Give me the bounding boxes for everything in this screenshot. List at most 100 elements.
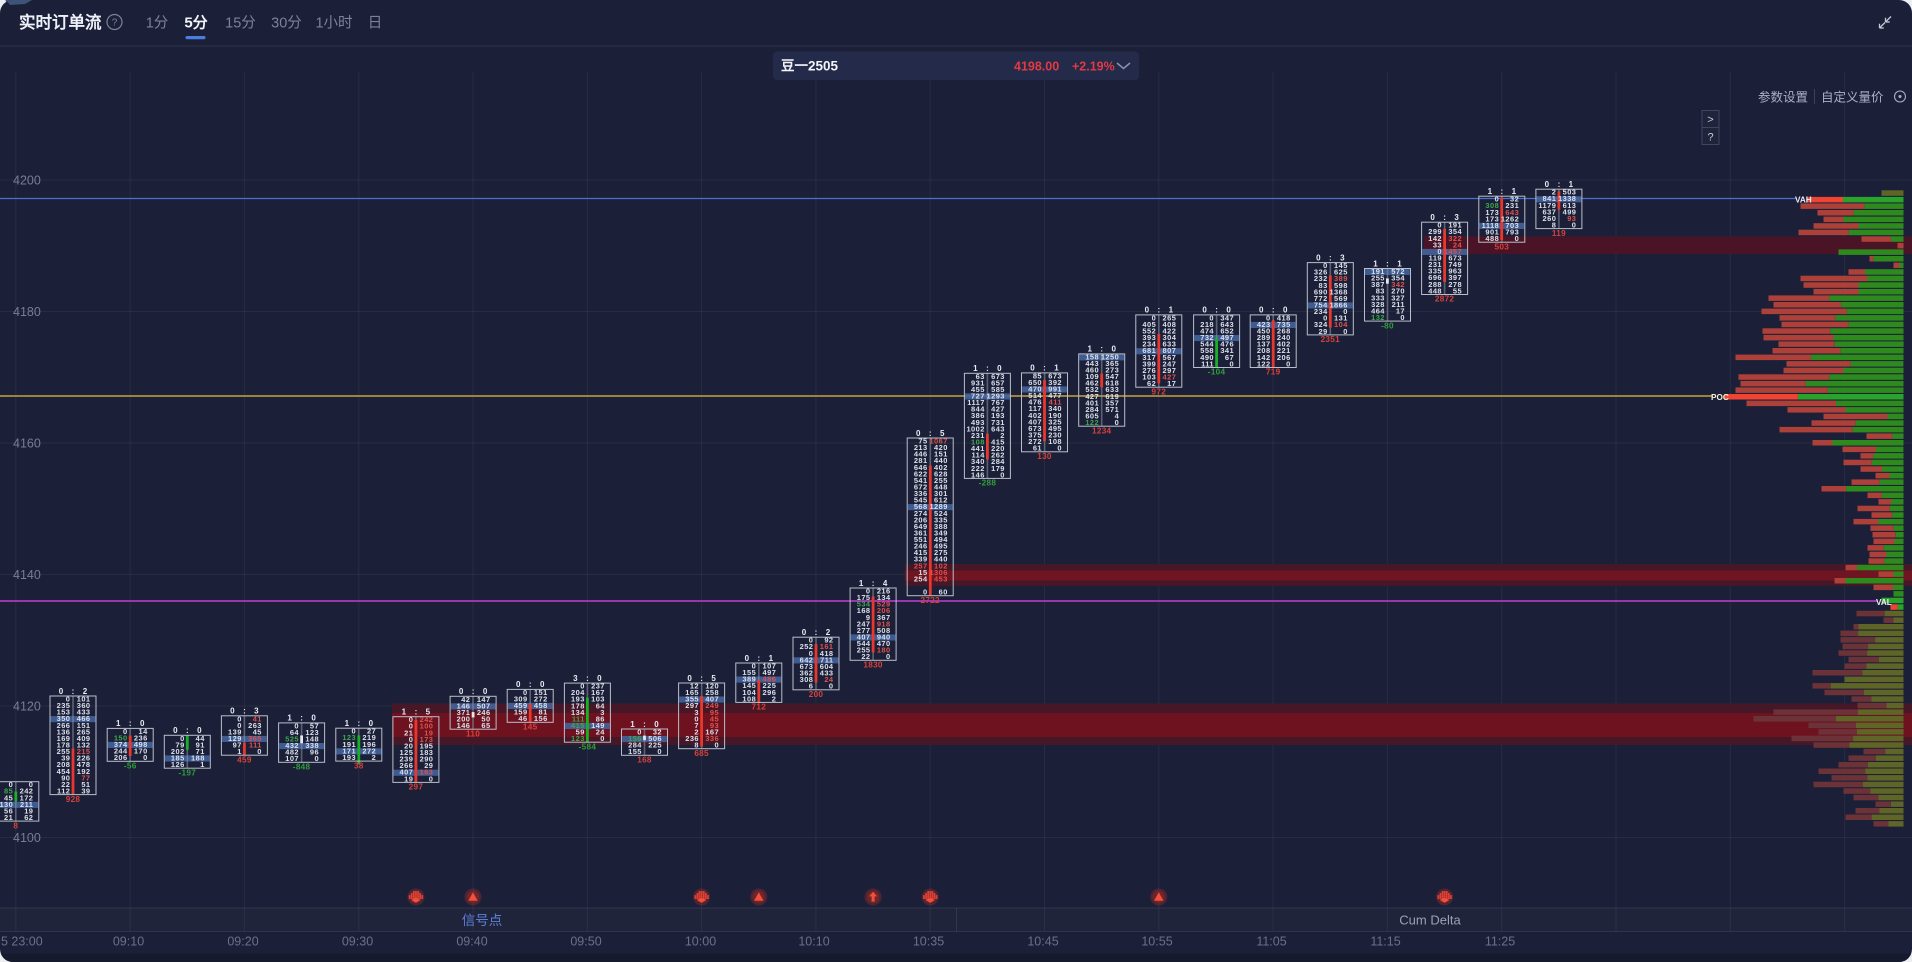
svg-text:642: 642 [800, 655, 814, 664]
svg-text:156: 156 [534, 714, 548, 723]
svg-text:2: 2 [694, 728, 699, 737]
svg-text:272: 272 [362, 746, 376, 755]
svg-text:239: 239 [400, 755, 414, 764]
svg-text:604: 604 [820, 662, 834, 671]
svg-text:-56: -56 [124, 762, 137, 771]
svg-text:1: 1 [345, 719, 350, 728]
svg-text:32: 32 [1510, 195, 1519, 204]
svg-text:247: 247 [1163, 359, 1177, 368]
svg-text:0: 0 [1437, 221, 1442, 230]
svg-text:246: 246 [914, 542, 928, 551]
svg-text:230: 230 [1048, 431, 1062, 440]
svg-text:482: 482 [285, 748, 299, 757]
svg-text:749: 749 [1448, 260, 1462, 269]
svg-text:402: 402 [934, 463, 948, 472]
svg-text:433: 433 [820, 669, 834, 678]
svg-text:Cum Delta: Cum Delta [1399, 913, 1461, 928]
svg-text:1179: 1179 [1538, 201, 1556, 210]
svg-text:111: 111 [249, 741, 262, 750]
svg-text:572: 572 [1391, 267, 1405, 276]
svg-text:119: 119 [1429, 254, 1442, 263]
svg-text:-584: -584 [579, 742, 597, 751]
svg-text:156: 156 [628, 734, 642, 743]
svg-text:09:40: 09:40 [456, 935, 487, 949]
svg-text:265: 265 [77, 727, 91, 736]
svg-text:754: 754 [1314, 301, 1328, 310]
svg-text:193: 193 [991, 411, 1005, 420]
svg-text:193: 193 [342, 753, 356, 762]
svg-text:266: 266 [400, 761, 414, 770]
svg-text:100: 100 [420, 722, 434, 731]
svg-text:336: 336 [705, 734, 719, 743]
svg-text:0: 0 [197, 726, 202, 735]
svg-text:281: 281 [914, 456, 928, 465]
svg-text:10:00: 10:00 [685, 935, 716, 949]
svg-text:415: 415 [571, 721, 585, 730]
svg-text::: : [1100, 345, 1103, 354]
svg-text:365: 365 [1105, 359, 1119, 368]
svg-text:494: 494 [934, 535, 948, 544]
svg-text:8: 8 [1552, 221, 1557, 230]
svg-text::: : [757, 654, 760, 663]
svg-text:1866: 1866 [1329, 301, 1347, 310]
svg-text:83: 83 [1319, 281, 1328, 290]
svg-text:59: 59 [576, 728, 585, 737]
svg-text:252: 252 [800, 642, 814, 651]
svg-text::: : [1043, 364, 1046, 373]
svg-text:1368: 1368 [1329, 287, 1347, 296]
svg-text:466: 466 [77, 714, 91, 723]
svg-text:508: 508 [877, 626, 891, 635]
svg-text::: : [1272, 306, 1275, 315]
svg-text:0: 0 [1343, 327, 1348, 336]
svg-text:108: 108 [971, 438, 985, 447]
svg-text:日: 日 [368, 16, 383, 32]
svg-text:235: 235 [57, 701, 71, 710]
svg-text:81: 81 [539, 708, 548, 717]
svg-text:27: 27 [367, 727, 376, 736]
svg-text:09:30: 09:30 [342, 935, 373, 949]
svg-text:3: 3 [573, 674, 578, 683]
svg-text:266: 266 [57, 721, 71, 730]
svg-text:0: 0 [66, 695, 71, 704]
svg-text:豆一2505: 豆一2505 [781, 59, 839, 74]
svg-text:991: 991 [1048, 385, 1062, 394]
svg-text:134: 134 [877, 593, 891, 602]
svg-text:628: 628 [934, 469, 948, 478]
svg-text:673: 673 [800, 662, 814, 671]
svg-text:335: 335 [1428, 267, 1442, 276]
svg-text:131: 131 [1334, 314, 1348, 323]
svg-text:8: 8 [694, 741, 699, 750]
svg-text:1: 1 [1054, 364, 1059, 373]
svg-text:219: 219 [362, 733, 376, 742]
svg-text:132: 132 [77, 741, 91, 750]
svg-text:62: 62 [1147, 379, 1156, 388]
svg-text:191: 191 [1448, 221, 1462, 230]
svg-text:?: ? [1707, 132, 1713, 144]
svg-text:17: 17 [1396, 306, 1405, 315]
svg-text:2: 2 [772, 694, 777, 703]
svg-text:247: 247 [857, 619, 871, 628]
svg-text:195: 195 [420, 742, 434, 751]
svg-text:3: 3 [600, 708, 605, 717]
svg-text:123: 123 [305, 728, 319, 737]
svg-text:1: 1 [973, 364, 978, 373]
svg-text:206: 206 [114, 753, 128, 762]
svg-text:24: 24 [596, 728, 606, 737]
svg-text:308: 308 [1485, 201, 1499, 210]
svg-text:657: 657 [991, 378, 1005, 387]
svg-text:101: 101 [77, 695, 91, 704]
svg-text:497: 497 [1220, 333, 1234, 342]
svg-text:参数设置: 参数设置 [1758, 90, 1808, 105]
svg-text:24: 24 [1453, 240, 1463, 249]
svg-text:433: 433 [77, 708, 91, 717]
svg-text:354: 354 [1448, 227, 1462, 236]
svg-text:0: 0 [916, 429, 921, 438]
svg-text::: : [357, 719, 360, 728]
svg-text:5: 5 [940, 429, 945, 438]
svg-text:0: 0 [1283, 306, 1288, 315]
svg-text:191: 191 [342, 740, 356, 749]
svg-text:0: 0 [600, 734, 605, 743]
svg-text:188: 188 [191, 754, 205, 763]
svg-text:0: 0 [1030, 364, 1035, 373]
svg-text:0: 0 [123, 727, 128, 736]
